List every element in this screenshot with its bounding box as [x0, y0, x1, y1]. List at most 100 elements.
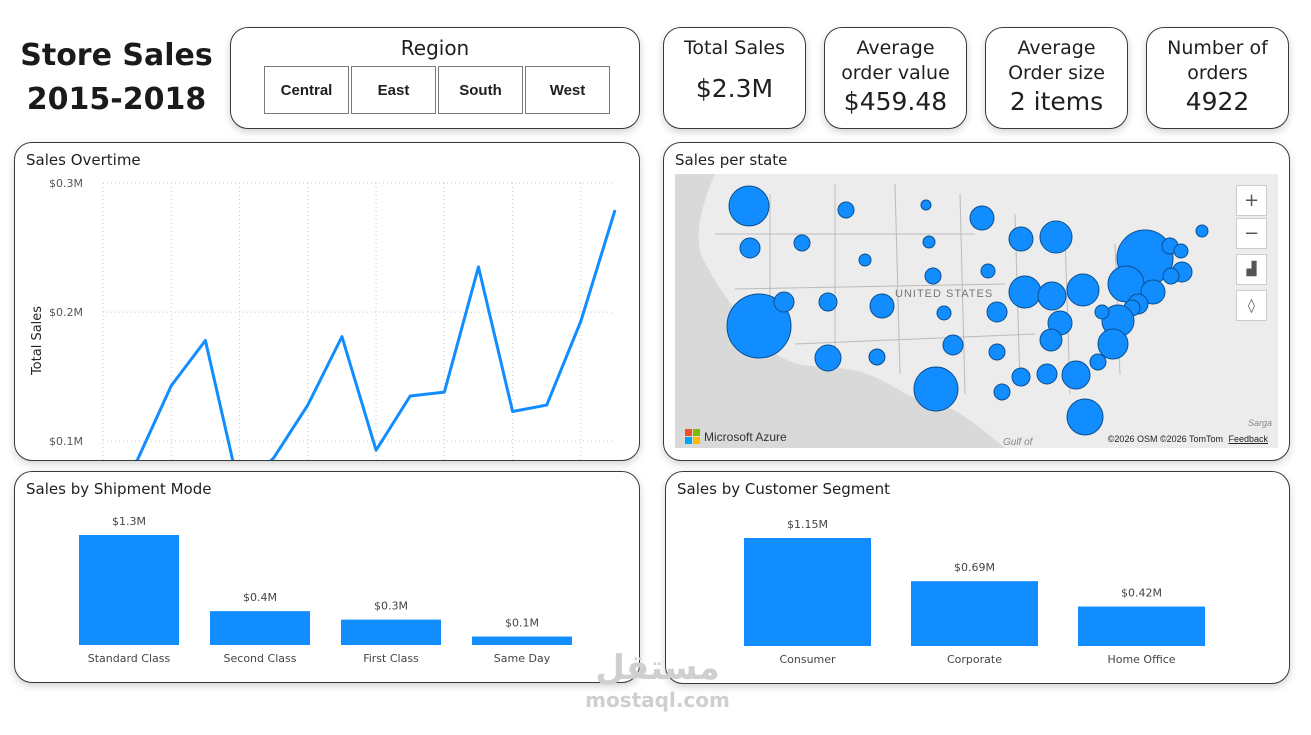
compass-icon[interactable]: ◊	[1236, 290, 1267, 321]
bar-value-label: $0.69M	[954, 561, 995, 574]
y-tick-label: $0.2M	[49, 306, 83, 319]
state-bubble[interactable]	[1089, 353, 1107, 371]
region-label: Region	[400, 36, 470, 60]
kpi-value: $2.3M	[695, 74, 774, 103]
bar[interactable]	[210, 611, 310, 645]
state-bubble[interactable]	[980, 263, 996, 279]
state-bubble[interactable]	[869, 293, 895, 319]
y-tick-label: $0.3M	[49, 177, 83, 190]
state-bubble[interactable]	[868, 348, 886, 366]
state-bubble[interactable]	[814, 344, 842, 372]
kpi-average-order-value: Average order value $459.48	[824, 27, 967, 129]
bar[interactable]	[1078, 606, 1205, 646]
microsoft-azure-logo: Microsoft Azure	[685, 429, 787, 444]
customer-segment-chart: $1.15M Consumer $0.69M Corporate $0.42M Home …	[744, 518, 1205, 666]
kpi-label: Total Sales	[684, 37, 785, 59]
bar-category-label: Standard Class	[88, 652, 171, 665]
state-bubble[interactable]	[858, 253, 872, 267]
kpi-value: 2 items	[1009, 87, 1104, 116]
state-bubble[interactable]	[1173, 243, 1189, 259]
state-bubble[interactable]	[988, 343, 1006, 361]
state-bubble[interactable]	[739, 237, 761, 259]
state-bubble[interactable]	[1039, 220, 1073, 254]
bar[interactable]	[341, 619, 441, 645]
region-slicer: Region Central East South West	[230, 27, 640, 129]
bar-value-label: $1.15M	[787, 518, 828, 531]
state-bubble[interactable]	[1140, 279, 1166, 305]
state-bubble[interactable]	[1037, 281, 1067, 311]
region-button-east[interactable]: East	[351, 66, 436, 114]
state-bubble[interactable]	[1036, 363, 1058, 385]
bar[interactable]	[911, 581, 1038, 646]
kpi-label: Average order value	[841, 37, 950, 84]
region-button-south[interactable]: South	[438, 66, 523, 114]
state-bubble[interactable]	[1066, 273, 1100, 307]
state-bubble[interactable]	[913, 366, 959, 412]
state-bubble[interactable]	[728, 185, 770, 227]
bar[interactable]	[472, 636, 572, 645]
state-bubble[interactable]	[986, 301, 1008, 323]
state-bubble[interactable]	[818, 292, 838, 312]
bar-category-label: Consumer	[779, 653, 836, 666]
mostaql-watermark: مستقل mostaql.com	[575, 648, 740, 712]
bar-value-label: $0.42M	[1121, 587, 1162, 600]
state-bubble[interactable]	[1195, 224, 1209, 238]
state-bubble[interactable]	[1097, 328, 1129, 360]
bar-value-label: $1.3M	[112, 515, 146, 528]
state-bubble[interactable]	[924, 267, 942, 285]
state-bubble[interactable]	[1008, 226, 1034, 252]
title-line-2: 2015-2018	[26, 82, 207, 117]
sales-overtime-chart: $0.1M$0.2M$0.3MJan 2015Jul 2015Jan 2016J…	[30, 177, 617, 460]
ocean-area	[675, 174, 745, 448]
bar-category-label: Home Office	[1107, 653, 1175, 666]
state-bubble[interactable]	[793, 234, 811, 252]
kpi-label: Number of orders	[1167, 37, 1268, 84]
map-gulf-label: Gulf of	[1003, 437, 1033, 448]
state-bubble[interactable]	[993, 383, 1011, 401]
sales-line-series	[134, 209, 617, 460]
brand-label: Microsoft Azure	[704, 429, 787, 444]
state-bubble[interactable]	[1061, 360, 1091, 390]
state-bubble[interactable]	[969, 205, 995, 231]
bar-category-label: First Class	[363, 652, 419, 665]
state-bubble[interactable]	[726, 293, 792, 359]
map-canvas	[675, 174, 1278, 448]
watermark-latin: mostaql.com	[585, 688, 730, 712]
state-bubble[interactable]	[837, 201, 855, 219]
panel-title: Sales per state	[675, 151, 788, 169]
bar[interactable]	[79, 535, 179, 645]
region-button-west[interactable]: West	[525, 66, 610, 114]
state-bubble[interactable]	[1008, 275, 1042, 309]
bar[interactable]	[744, 538, 871, 646]
state-bubble[interactable]	[1039, 328, 1063, 352]
customer-segment-panel: Sales by Customer Segment $1.15M Consumer…	[665, 471, 1290, 684]
zoom-in-button[interactable]: +	[1236, 185, 1267, 216]
state-bubble[interactable]	[942, 334, 964, 356]
state-bubble[interactable]	[1066, 398, 1104, 436]
kpi-total-sales: Total Sales $2.3M	[663, 27, 806, 129]
state-bubble[interactable]	[1094, 304, 1110, 320]
kpi-value: $459.48	[843, 87, 948, 116]
y-tick-label: $0.1M	[49, 435, 83, 448]
kpi-value: 4922	[1185, 87, 1250, 116]
state-bubble[interactable]	[922, 235, 936, 249]
panel-title: Sales by Customer Segment	[677, 480, 890, 498]
map[interactable]: UNITED STATES Gulf of Sarga + − ▟ ◊ Micr…	[675, 174, 1278, 448]
map-attribution: ©2026 OSM ©2026 TomTom Feedback	[1108, 434, 1268, 444]
title-line-1: Store Sales	[20, 38, 213, 73]
state-bubble[interactable]	[920, 199, 932, 211]
tilt-icon[interactable]: ▟	[1236, 254, 1267, 285]
feedback-link[interactable]: Feedback	[1228, 434, 1268, 444]
state-bubble[interactable]	[773, 291, 795, 313]
panel-title: Sales by Shipment Mode	[26, 480, 212, 498]
map-country-label: UNITED STATES	[895, 288, 994, 300]
bar-value-label: $0.1M	[505, 617, 539, 630]
microsoft-logo-icon	[685, 429, 700, 444]
kpi-average-order-size: Average Order size 2 items	[985, 27, 1128, 129]
state-bubble[interactable]	[1011, 367, 1031, 387]
state-bubble[interactable]	[936, 305, 952, 321]
bar-value-label: $0.4M	[243, 591, 277, 604]
zoom-out-button[interactable]: −	[1236, 218, 1267, 249]
state-bubble[interactable]	[1162, 267, 1180, 285]
region-button-central[interactable]: Central	[264, 66, 349, 114]
